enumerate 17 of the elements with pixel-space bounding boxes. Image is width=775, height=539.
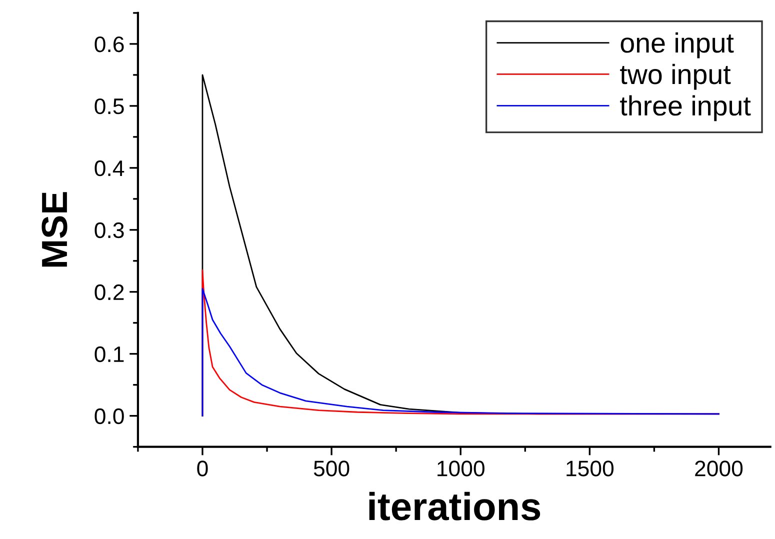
y-tick-label: 0.0 <box>94 408 124 424</box>
y-tick-label: 0.3 <box>94 222 124 238</box>
legend-label: two input <box>620 64 731 90</box>
y-tick-label: 0.2 <box>94 284 124 300</box>
x-axis-title: iterations <box>369 492 540 520</box>
y-axis-title: MSE <box>42 192 68 267</box>
x-tick-label: 1500 <box>566 460 614 476</box>
x-tick-label: 500 <box>314 460 350 476</box>
x-tick-label: 1000 <box>438 460 484 476</box>
legend-label: one input <box>620 32 734 58</box>
y-tick-label: 0.6 <box>94 36 124 52</box>
x-tick-label: 2000 <box>695 460 743 476</box>
legend-label: three input <box>620 95 751 122</box>
y-tick-label: 0.5 <box>94 98 124 114</box>
x-tick-label: 0 <box>197 460 208 476</box>
y-tick-label: 0.1 <box>94 346 124 362</box>
y-tick-label: 0.4 <box>94 160 124 176</box>
